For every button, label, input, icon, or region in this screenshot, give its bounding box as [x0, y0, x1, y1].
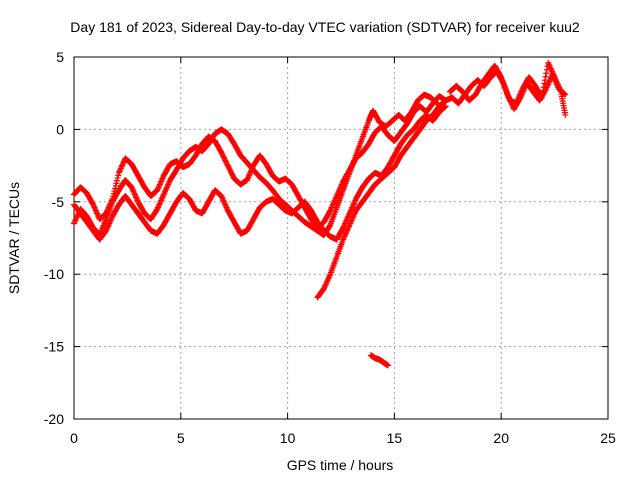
plus-marker [223, 159, 230, 166]
plus-marker [109, 195, 116, 202]
plus-marker [384, 362, 391, 369]
plus-marker [229, 173, 236, 180]
plus-marker [227, 167, 234, 174]
plus-marker [562, 111, 569, 118]
plus-marker [562, 91, 569, 98]
plus-marker [110, 193, 117, 200]
plus-marker [224, 162, 231, 169]
plus-marker [221, 156, 228, 163]
x-axis-label: GPS time / hours [287, 457, 394, 473]
x-tick-label: 20 [493, 430, 509, 446]
plus-marker [226, 166, 233, 173]
plus-marker [542, 87, 549, 94]
plus-marker [89, 200, 96, 207]
y-tick-label: 5 [56, 49, 64, 65]
plus-marker [497, 73, 504, 80]
tick-labels: 0 5 10 15 20 25 -20 -15 -10 -5 0 5 [44, 49, 616, 446]
y-tick-label: -15 [44, 339, 64, 355]
plus-marker [226, 165, 233, 172]
series-arc-3 [71, 103, 449, 243]
axis-ticks [73, 56, 609, 420]
y-tick-label: -20 [44, 411, 64, 427]
plus-marker [113, 177, 120, 184]
x-tick-label: 10 [280, 430, 296, 446]
series-arc-2 [71, 93, 449, 231]
y-tick-label: 0 [56, 121, 64, 137]
plus-marker [111, 188, 118, 195]
y-tick-label: -10 [44, 266, 64, 282]
x-tick-label: 5 [177, 430, 185, 446]
plus-marker [220, 154, 227, 161]
y-axis-label: SDTVAR / TECUs [6, 182, 22, 294]
plus-marker [115, 172, 122, 179]
plus-marker [220, 153, 227, 160]
plus-marker [112, 185, 119, 192]
series-arc-6 [367, 352, 391, 369]
plus-marker [222, 157, 229, 164]
plus-marker [326, 222, 333, 229]
y-tick-label: -5 [52, 194, 65, 210]
plus-marker [219, 150, 226, 157]
plus-marker [110, 190, 117, 197]
chart-title: Day 181 of 2023, Sidereal Day-to-day VTE… [70, 19, 580, 35]
plus-marker [112, 182, 119, 189]
plus-marker [542, 73, 549, 80]
plus-marker [114, 175, 121, 182]
x-tick-label: 25 [600, 430, 616, 446]
plus-marker [326, 208, 333, 215]
plus-marker [442, 103, 449, 110]
plus-marker [228, 170, 235, 177]
plot-frame [73, 56, 609, 420]
plus-marker [339, 226, 346, 233]
series-arc-5 [446, 62, 569, 113]
plus-marker [229, 171, 236, 178]
plus-marker [113, 180, 120, 187]
plus-marker [225, 163, 232, 170]
plus-marker [219, 152, 226, 159]
x-tick-label: 0 [70, 430, 78, 446]
plus-marker [218, 149, 225, 156]
plus-marker [222, 158, 229, 165]
plus-marker [227, 169, 234, 176]
x-tick-label: 15 [387, 430, 403, 446]
data-points [71, 59, 569, 369]
plus-marker [516, 95, 523, 102]
plus-marker [543, 70, 550, 77]
plus-marker [224, 161, 231, 168]
